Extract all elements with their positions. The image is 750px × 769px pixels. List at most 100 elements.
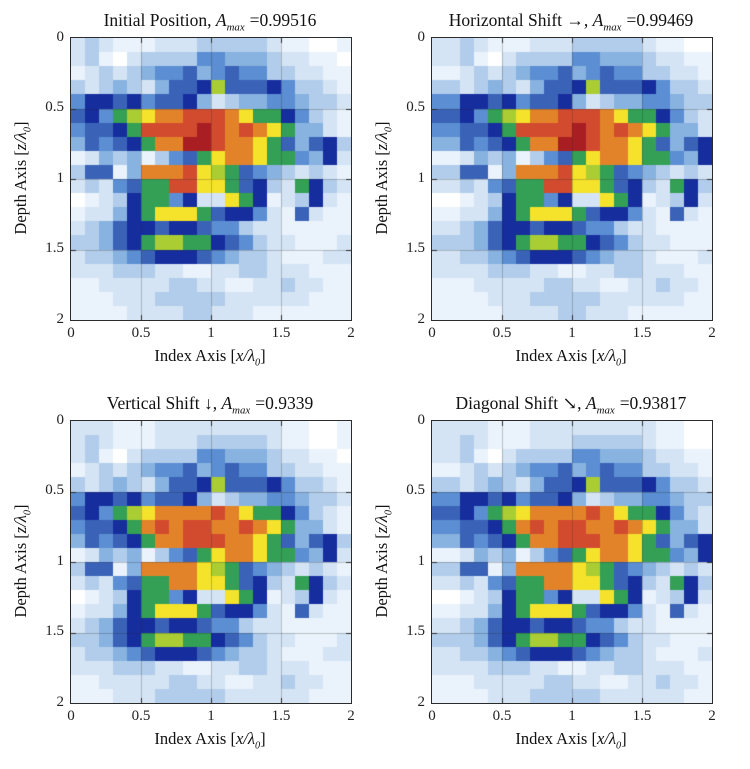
x-tick-label: 1.5: [271, 708, 291, 724]
amax-subscript: max: [232, 404, 251, 417]
x-tick-label: 1.5: [271, 325, 291, 341]
x-tick-label: 2: [708, 325, 716, 341]
y-tick-label: 1.5: [406, 623, 425, 639]
panel-3-title-text: Vertical Shift ↓,: [106, 393, 222, 413]
x-tick-label: 1: [568, 708, 576, 724]
y-tick-label: 2: [417, 694, 426, 710]
y-label-close: ]: [372, 121, 391, 127]
x-label-sub: 0: [616, 357, 622, 369]
panel-4-title: Diagonal Shift ↘, Amax =0.93817: [389, 393, 750, 417]
x-tick-label: 1: [207, 325, 215, 341]
x-tick-label: 0.5: [131, 325, 151, 341]
y-tick-label: 2: [417, 311, 426, 327]
y-tick-label: 0: [417, 412, 426, 428]
x-label-close: ]: [260, 729, 266, 748]
x-label-text: Index Axis [: [154, 729, 236, 748]
panel-2-x-axis-label: Index Axis [x/λ0]: [431, 346, 711, 368]
y-label-var: z/λ: [372, 132, 391, 151]
x-tick-label: 2: [347, 708, 355, 724]
panel-2-plot-box: [431, 37, 713, 321]
x-tick-label: 0: [428, 708, 436, 724]
x-label-text: Index Axis [: [515, 346, 597, 365]
x-tick-label: 0: [67, 708, 75, 724]
panel-4-x-axis-label: Index Axis [x/λ0]: [431, 729, 711, 751]
x-label-var: x/λ: [596, 346, 617, 365]
x-tick-label: 0: [428, 325, 436, 341]
amax-symbol: A: [592, 10, 604, 30]
panel-2-title: Horizontal Shift →, Amax =0.99469: [389, 10, 750, 34]
y-tick-label: 1.5: [45, 240, 64, 256]
x-tick-label: 0.5: [492, 325, 512, 341]
amax-value: =0.99469: [626, 10, 694, 30]
y-label-var: z/λ: [11, 515, 30, 534]
x-label-close: ]: [621, 729, 627, 748]
panel-4-title-text: Diagonal Shift ↘,: [455, 393, 586, 413]
x-tick-label: 0: [67, 325, 75, 341]
panel-2-heatmap-canvas: [432, 38, 712, 320]
y-tick-label: 2: [56, 311, 65, 327]
x-tick-label: 1: [207, 708, 215, 724]
y-label-sub: 0: [383, 126, 395, 133]
x-tick-label: 1.5: [632, 708, 652, 724]
y-tick-label: 1: [417, 170, 426, 186]
panel-3-plot-box: [70, 420, 352, 704]
panel-4-plot-box: [431, 420, 713, 704]
x-tick-label: 1.5: [632, 325, 652, 341]
panel-2-title-text: Horizontal Shift →,: [448, 10, 593, 30]
y-label-close: ]: [11, 504, 30, 510]
x-tick-label: 0.5: [131, 708, 151, 724]
y-tick-label: 0: [56, 412, 65, 428]
panel-1-x-axis-label: Index Axis [x/λ0]: [70, 346, 350, 368]
y-tick-label: 2: [56, 694, 65, 710]
x-label-var: x/λ: [235, 346, 256, 365]
x-label-sub: 0: [255, 357, 261, 369]
panel-1-heatmap-canvas: [71, 38, 351, 320]
y-tick-label: 0.5: [45, 99, 64, 115]
amax-value: =0.9339: [255, 393, 314, 413]
panel-3-x-axis-label: Index Axis [x/λ0]: [70, 729, 350, 751]
amax-value: =0.93817: [619, 393, 687, 413]
y-tick-label: 0.5: [45, 482, 64, 498]
amax-subscript: max: [596, 404, 615, 417]
x-label-close: ]: [260, 346, 266, 365]
panel-3-title: Vertical Shift ↓, Amax =0.9339: [28, 393, 392, 417]
panel-3-heatmap-canvas: [71, 421, 351, 703]
amax-symbol: A: [221, 393, 233, 413]
amax-subscript: max: [226, 21, 245, 34]
panel-1-title-text: Initial Position,: [103, 10, 216, 30]
x-label-sub: 0: [255, 740, 261, 752]
y-label-text: Depth Axis [: [11, 150, 30, 235]
y-tick-label: 1: [417, 553, 426, 569]
y-label-text: Depth Axis [: [372, 533, 391, 618]
panel-1-plot-box: [70, 37, 352, 321]
y-tick-label: 0: [56, 29, 65, 45]
x-tick-label: 2: [347, 325, 355, 341]
amax-subscript: max: [603, 21, 622, 34]
x-label-text: Index Axis [: [154, 346, 236, 365]
x-label-text: Index Axis [: [515, 729, 597, 748]
amax-symbol: A: [585, 393, 597, 413]
amax-value: =0.99516: [249, 10, 317, 30]
y-tick-label: 1: [56, 170, 65, 186]
x-tick-label: 1: [568, 325, 576, 341]
y-label-close: ]: [11, 121, 30, 127]
y-tick-label: 0: [417, 29, 426, 45]
y-label-sub: 0: [22, 126, 34, 133]
x-label-var: x/λ: [596, 729, 617, 748]
x-label-close: ]: [621, 346, 627, 365]
y-tick-label: 0.5: [406, 482, 425, 498]
y-label-var: z/λ: [11, 132, 30, 151]
amax-symbol: A: [215, 10, 227, 30]
y-tick-label: 0.5: [406, 99, 425, 115]
panel-1-title: Initial Position, Amax =0.99516: [28, 10, 392, 34]
y-label-sub: 0: [383, 509, 395, 516]
panel-4-heatmap-canvas: [432, 421, 712, 703]
y-tick-label: 1.5: [406, 240, 425, 256]
y-tick-label: 1: [56, 553, 65, 569]
x-label-var: x/λ: [235, 729, 256, 748]
y-label-text: Depth Axis [: [11, 533, 30, 618]
y-label-var: z/λ: [372, 515, 391, 534]
x-label-sub: 0: [616, 740, 622, 752]
y-label-close: ]: [372, 504, 391, 510]
